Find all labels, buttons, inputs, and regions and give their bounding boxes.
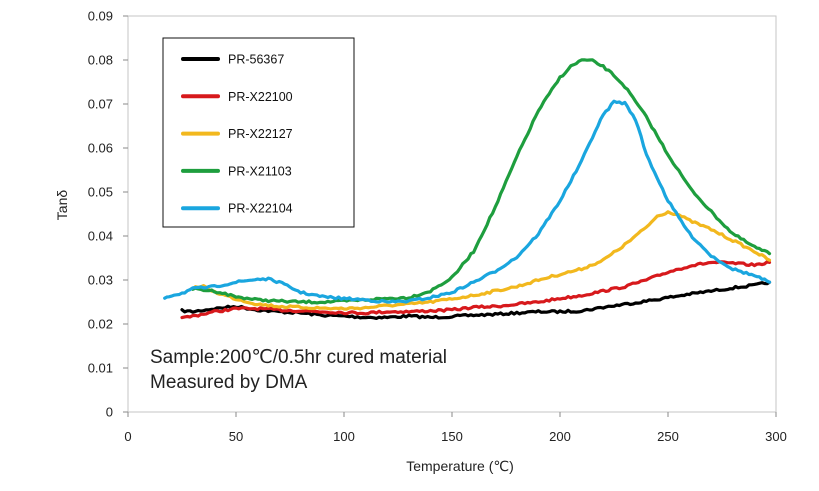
series-layer xyxy=(163,58,772,320)
y-tick-label: 0.08 xyxy=(88,53,113,68)
legend-label-pr-56367: PR-56367 xyxy=(228,53,284,67)
y-axis-title: Tanδ xyxy=(54,190,70,221)
y-tick-label: 0.03 xyxy=(88,273,113,288)
x-tick-label: 0 xyxy=(124,429,131,444)
x-tick-label: 250 xyxy=(657,429,679,444)
series-line-pr-x21103 xyxy=(191,58,772,305)
y-tick-label: 0.06 xyxy=(88,141,113,156)
y-tick-label: 0.04 xyxy=(88,229,113,244)
legend-label-pr-x22127: PR-X22127 xyxy=(228,127,293,141)
series-line-pr-x22127 xyxy=(191,210,772,311)
annotation-method: Measured by DMA xyxy=(150,372,308,393)
legend-label-pr-x22104: PR-X22104 xyxy=(228,202,293,216)
legend-label-pr-x21103: PR-X21103 xyxy=(228,164,292,178)
x-axis-title: Temperature (℃) xyxy=(406,458,514,474)
x-tick-label: 50 xyxy=(229,429,243,444)
x-tick-label: 300 xyxy=(765,429,787,444)
y-tick-label: 0.01 xyxy=(88,361,113,376)
series-line-pr-x22100 xyxy=(180,260,772,320)
x-tick-label: 200 xyxy=(549,429,571,444)
axes-layer: 0 50 100 150 200 250 300 0 0.01 0.02 0.03 0.04 0.05 0… xyxy=(88,9,787,445)
series-line-pr-x22104 xyxy=(163,99,772,304)
x-tick-label: 150 xyxy=(441,429,463,444)
annotation-sample: Sample:200℃/0.5hr cured material xyxy=(150,347,447,368)
y-tick-label: 0.05 xyxy=(88,185,113,200)
y-tick-label: 0.07 xyxy=(88,97,113,112)
x-tick-label: 100 xyxy=(333,429,355,444)
y-tick-label: 0 xyxy=(106,405,113,420)
y-tick-label: 0.02 xyxy=(88,317,113,332)
legend: PR-56367 PR-X22100 PR-X22127 PR-X21103 PR-X2… xyxy=(162,37,355,228)
y-tick-label: 0.09 xyxy=(88,9,113,24)
legend-label-pr-x22100: PR-X22100 xyxy=(228,90,293,104)
